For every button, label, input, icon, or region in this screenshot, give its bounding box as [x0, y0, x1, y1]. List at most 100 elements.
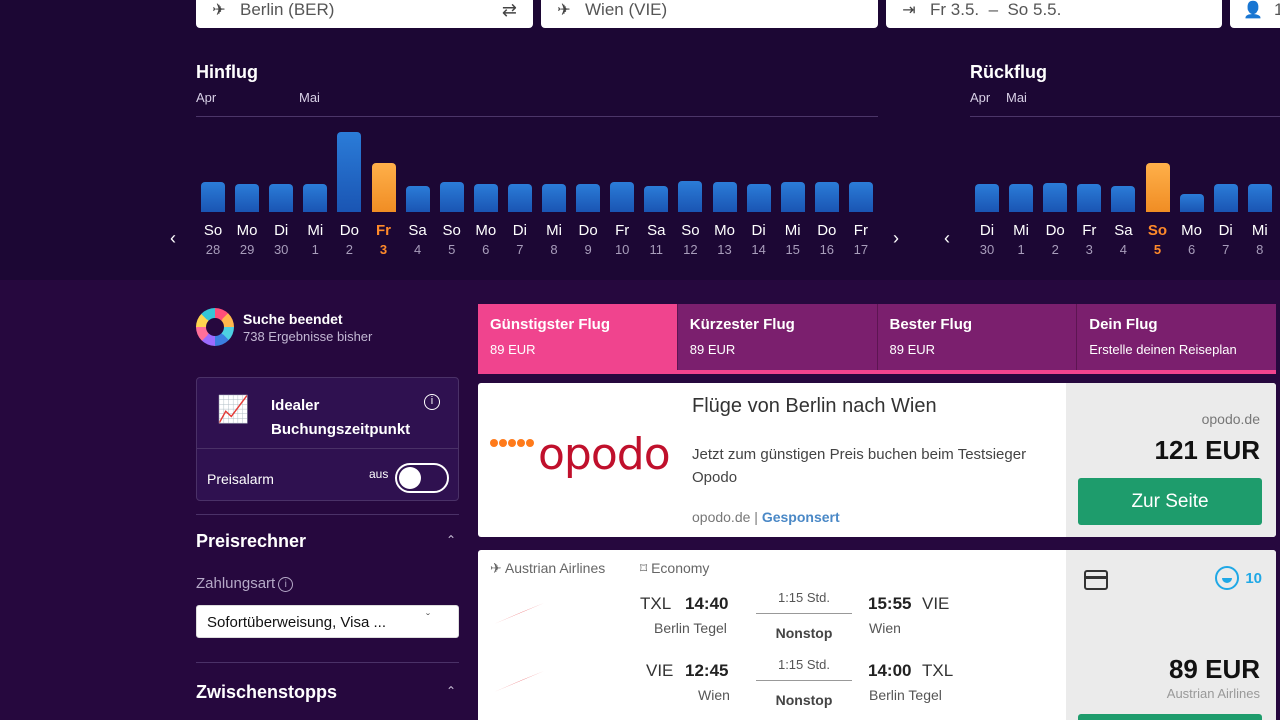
price-bar[interactable]: [780, 182, 805, 212]
weekday: Mo: [236, 222, 258, 239]
selected-price-bar[interactable]: [1145, 163, 1170, 212]
price-bar[interactable]: [746, 184, 771, 212]
day-label[interactable]: Sa 4: [401, 222, 435, 257]
date: 8: [550, 242, 558, 257]
day-label[interactable]: So 12: [673, 222, 707, 257]
prev-arrow-icon[interactable]: ‹: [944, 228, 950, 248]
destination-value: Wien (VIE): [585, 0, 668, 19]
tab-best[interactable]: Bester Flug 89 EUR: [877, 304, 1078, 370]
cabin-meta: ⌑ Economy: [640, 560, 710, 576]
passenger-field[interactable]: 👤 1: [1230, 0, 1280, 28]
selected-price-bar[interactable]: [371, 163, 396, 212]
info-icon[interactable]: i: [424, 394, 440, 410]
day-label[interactable]: Fr 3: [1072, 222, 1106, 257]
price-bar[interactable]: [1009, 184, 1034, 212]
day-label[interactable]: Mo 29: [230, 222, 264, 257]
swap-icon[interactable]: ⇄: [501, 0, 517, 20]
date: 8: [1256, 242, 1264, 257]
tab-value: Erstelle deinen Reiseplan: [1089, 342, 1237, 357]
weekday: Di: [512, 222, 527, 239]
day-label[interactable]: Sa 4: [1106, 222, 1140, 257]
price-bar[interactable]: [235, 184, 260, 212]
weekday: So: [442, 222, 461, 239]
chevron-up-icon[interactable]: ⌃: [446, 533, 457, 547]
info-icon[interactable]: i: [278, 577, 294, 592]
day-label[interactable]: Mi 15: [776, 222, 810, 257]
day-label[interactable]: Do 16: [810, 222, 844, 257]
price-bar[interactable]: [678, 181, 703, 212]
price-bar[interactable]: [1179, 194, 1204, 212]
stops-heading[interactable]: Zwischenstopps: [196, 682, 338, 702]
day-label[interactable]: Mi 1: [1004, 222, 1038, 257]
flight-result-card[interactable]: ✈ Austrian Airlines ⌑ Economy TXL 14:40 …: [478, 550, 1276, 720]
day-label[interactable]: Mi 1: [298, 222, 332, 257]
goto-site-button[interactable]: Zur Seite: [1078, 478, 1262, 525]
price-calculator-heading[interactable]: Preisrechner: [196, 531, 307, 551]
duration-line: [756, 680, 852, 681]
price-bar[interactable]: [576, 184, 601, 212]
day-label[interactable]: Mi 8: [1243, 222, 1277, 257]
day-label[interactable]: Fr 10: [605, 222, 639, 257]
day-label[interactable]: Mo 6: [469, 222, 503, 257]
origin-code: VIE: [646, 661, 674, 680]
day-label[interactable]: Fr 3: [367, 222, 401, 257]
price-bar[interactable]: [644, 186, 669, 212]
day-label[interactable]: Mo 6: [1175, 222, 1209, 257]
tab-shortest[interactable]: Kürzester Flug 89 EUR: [677, 304, 878, 370]
payment-select[interactable]: Sofortüberweisung, Visa ... ˇ: [196, 605, 459, 638]
weekday: Mo: [1181, 222, 1203, 239]
origin-field[interactable]: ✈ Berlin (BER) ⇄: [196, 0, 533, 28]
day-label[interactable]: Mo 13: [708, 222, 742, 257]
price-bar[interactable]: [439, 182, 464, 212]
status-title: Suche beendet: [243, 310, 343, 327]
day-label[interactable]: Di 30: [970, 222, 1004, 257]
destination-field[interactable]: ✈ Wien (VIE): [541, 0, 878, 28]
ad-title[interactable]: Flüge von Berlin nach Wien: [692, 395, 937, 417]
price-bar[interactable]: [1043, 183, 1068, 212]
day-label[interactable]: So 5: [435, 222, 469, 257]
tab-your-flight[interactable]: Dein Flug Erstelle deinen Reiseplan: [1077, 304, 1276, 370]
price-bar[interactable]: [610, 182, 635, 212]
price-bar[interactable]: [1213, 184, 1238, 212]
day-label[interactable]: Do 2: [1038, 222, 1072, 257]
price-alarm-toggle[interactable]: [395, 463, 449, 493]
day-label[interactable]: Sa 11: [639, 222, 673, 257]
price-bar[interactable]: [405, 186, 430, 212]
day-label[interactable]: Do 9: [571, 222, 605, 257]
date: 12: [683, 242, 698, 257]
price-bar[interactable]: [303, 184, 328, 212]
arrival-time: 15:55: [868, 594, 912, 613]
day-label[interactable]: Mi 8: [537, 222, 571, 257]
price-bar[interactable]: [1077, 184, 1102, 212]
day-label[interactable]: Do 2: [332, 222, 366, 257]
day-label[interactable]: So 5: [1141, 222, 1175, 257]
price-bar[interactable]: [975, 184, 999, 212]
day-label[interactable]: Di 30: [264, 222, 298, 257]
price-bar[interactable]: [848, 182, 873, 212]
price-bar[interactable]: [712, 182, 737, 212]
credit-card-icon: [1084, 570, 1108, 590]
price-bar[interactable]: [337, 132, 362, 212]
day-label[interactable]: Di 14: [742, 222, 776, 257]
prev-arrow-icon[interactable]: ‹: [170, 228, 176, 248]
price-bar[interactable]: [507, 184, 532, 212]
chevron-up-icon[interactable]: ⌃: [446, 684, 457, 698]
ad-card[interactable]: opodo Flüge von Berlin nach Wien Jetzt z…: [478, 383, 1276, 537]
price-bar[interactable]: [473, 184, 498, 212]
next-arrow-icon[interactable]: ›: [893, 228, 899, 248]
tab-cheapest[interactable]: Günstigster Flug 89 EUR: [478, 304, 678, 370]
passenger-value: 1: [1274, 0, 1280, 19]
day-label[interactable]: Di 7: [503, 222, 537, 257]
price-bar[interactable]: [269, 184, 294, 212]
price-bar[interactable]: [201, 182, 225, 212]
day-label[interactable]: Fr 17: [844, 222, 878, 257]
date-field[interactable]: ⇥ Fr 3.5. – So 5.5.: [886, 0, 1222, 28]
price-bar[interactable]: [814, 182, 839, 212]
price-bar[interactable]: [542, 184, 566, 212]
day-label[interactable]: So 28: [196, 222, 230, 257]
price-bar[interactable]: [1111, 186, 1136, 212]
day-label[interactable]: Di 7: [1209, 222, 1243, 257]
price-bar[interactable]: [1247, 184, 1272, 212]
select-flight-button[interactable]: [1078, 714, 1262, 720]
weekday: Fr: [1082, 222, 1097, 239]
